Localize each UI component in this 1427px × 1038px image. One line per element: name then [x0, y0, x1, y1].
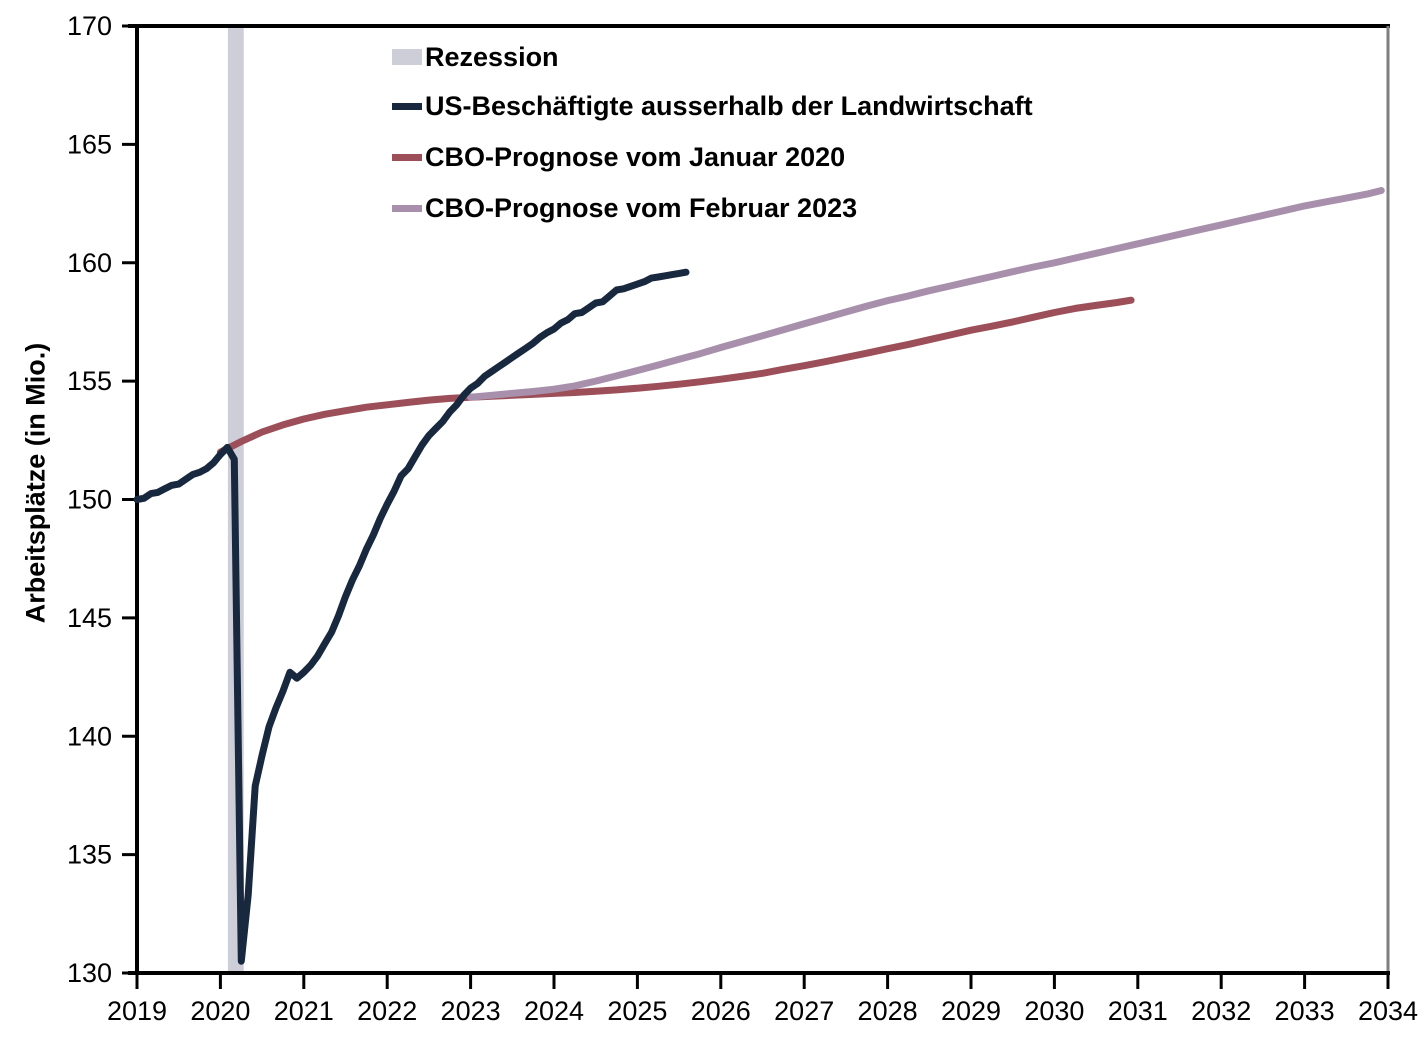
series-line-swatch: [392, 102, 422, 110]
legend-item-cbo-feb-2023: CBO-Prognose vom Februar 2023: [392, 193, 857, 223]
series-line-swatch: [392, 153, 422, 161]
series-line: [467, 187, 1385, 401]
y-tick-label: 130: [67, 958, 112, 988]
recession-swatch: [392, 49, 422, 65]
x-tick-label: 2019: [107, 996, 167, 1026]
legend-item-rezession: Rezession: [392, 42, 559, 72]
x-tick-label: 2023: [441, 996, 501, 1026]
y-tick-label: 155: [67, 366, 112, 396]
x-tick-label: 2026: [691, 996, 751, 1026]
y-tick-label: 165: [67, 129, 112, 159]
x-tick-label: 2031: [1108, 996, 1168, 1026]
x-tick-label: 2028: [858, 996, 918, 1026]
series-line-swatch: [392, 204, 422, 212]
x-tick-label: 2021: [274, 996, 334, 1026]
legend-label: CBO-Prognose vom Januar 2020: [425, 142, 846, 172]
y-tick-label: 170: [67, 11, 112, 41]
legend-item-cbo-jan-2020: CBO-Prognose vom Januar 2020: [392, 142, 845, 172]
y-tick-label: 160: [67, 248, 112, 278]
legend-item-us-payrolls: US-Beschäftigte ausserhalb der Landwirts…: [392, 91, 1033, 121]
x-tick-label: 2032: [1191, 996, 1251, 1026]
x-tick-label: 2027: [774, 996, 834, 1026]
x-tick-label: 2030: [1024, 996, 1084, 1026]
y-tick-label: 150: [67, 485, 112, 515]
x-tick-label: 2020: [190, 996, 250, 1026]
series-line: [216, 296, 1135, 456]
legend-label: US-Beschäftigte ausserhalb der Landwirts…: [425, 91, 1033, 121]
x-tick-label: 2022: [357, 996, 417, 1026]
y-tick-label: 145: [67, 603, 112, 633]
x-tick-label: 2025: [607, 996, 667, 1026]
x-tick-label: 2033: [1275, 996, 1335, 1026]
x-tick-label: 2024: [524, 996, 584, 1026]
y-tick-label: 140: [67, 721, 112, 751]
y-axis-title: Arbeitsplätze (in Mio.): [20, 342, 51, 624]
series-line: [133, 268, 690, 965]
x-tick-label: 2029: [941, 996, 1001, 1026]
y-tick-label: 135: [67, 840, 112, 870]
x-tick-label: 2034: [1358, 996, 1418, 1026]
legend-label: Rezession: [425, 42, 559, 72]
legend-label: CBO-Prognose vom Februar 2023: [425, 193, 858, 223]
